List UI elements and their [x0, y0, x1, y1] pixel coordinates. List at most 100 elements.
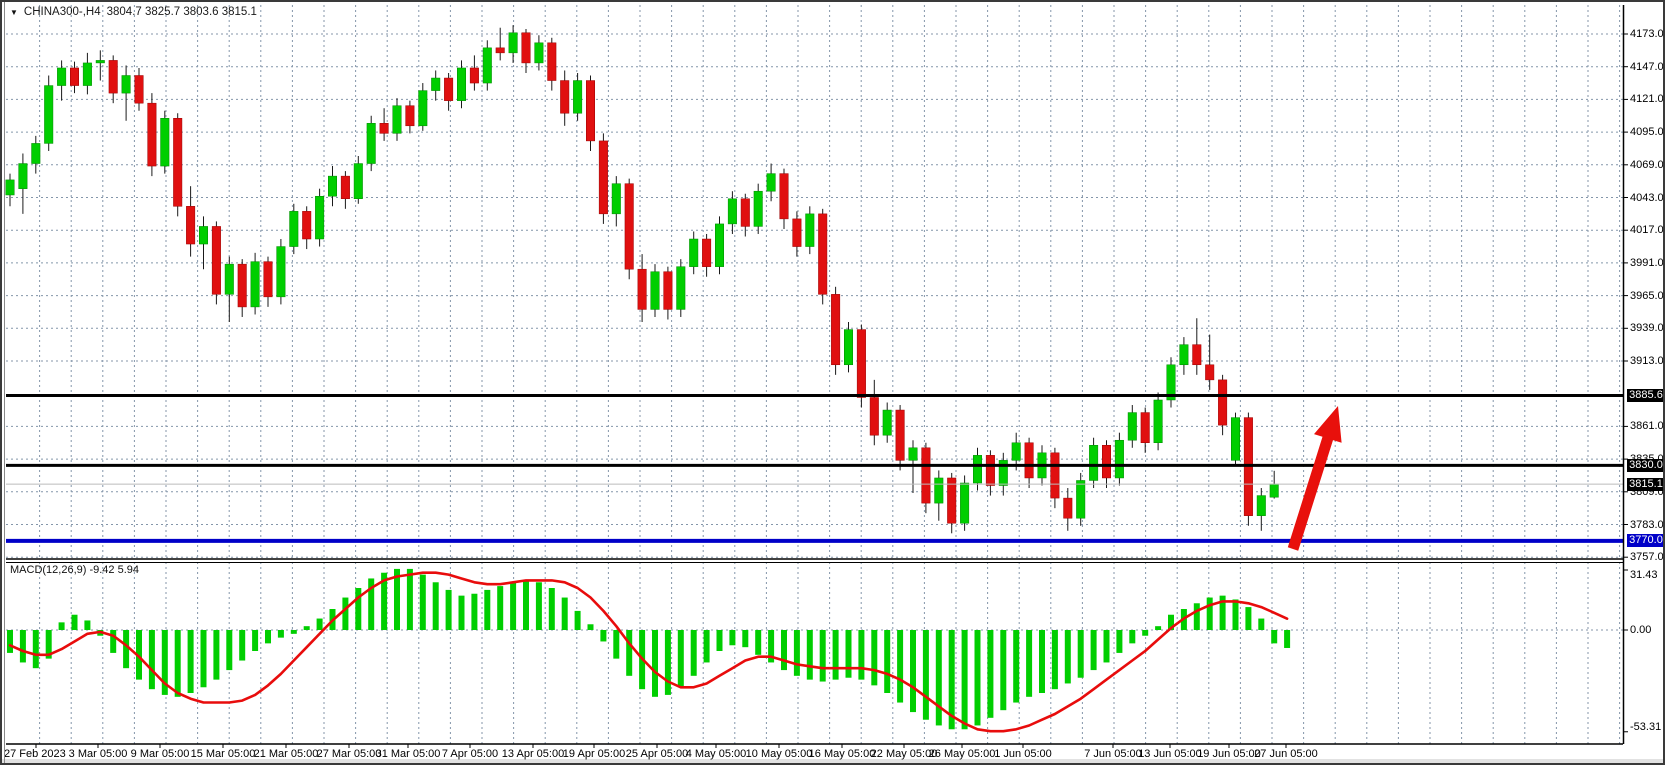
macd-histogram-bar: [406, 568, 413, 630]
bull-candle-body: [650, 271, 660, 310]
bull-candle-body: [431, 77, 441, 91]
macd-histogram-bar: [1013, 630, 1020, 703]
time-axis-label: 13 Jun 05:00: [1138, 748, 1202, 760]
bull-candle-body: [82, 62, 92, 86]
bear-candle-body: [1024, 442, 1034, 479]
macd-histogram-bar: [1258, 618, 1265, 630]
bull-candle-body: [1076, 480, 1086, 519]
macd-histogram-bar: [1193, 603, 1200, 630]
candlestick-plot-area[interactable]: [5, 25, 1279, 534]
bull-candle-body: [882, 409, 892, 436]
bear-candle-body: [263, 261, 273, 298]
bear-candle-body: [469, 67, 479, 84]
bull-candle-body: [973, 455, 982, 484]
bear-candle-body: [792, 218, 802, 247]
bull-candle-body: [805, 213, 815, 247]
time-axis-label: 19 Jun 05:00: [1197, 748, 1261, 760]
price-axis-label: 4121.0: [1630, 93, 1664, 106]
bear-candle-body: [586, 80, 595, 142]
symbol-period-label: CHINA300-,H4: [23, 6, 101, 18]
bear-candle-body: [186, 206, 196, 245]
macd-histogram-bar: [136, 630, 142, 680]
bull-candle-body: [457, 67, 466, 101]
bear-candle-body: [947, 477, 957, 524]
time-axis-label: 19 Apr 05:00: [562, 748, 626, 760]
bear-candle-body: [211, 226, 221, 295]
macd-histogram-bar: [445, 589, 452, 630]
bear-candle-body: [921, 447, 931, 504]
price-axis-label: 4095.0: [1630, 126, 1664, 139]
chart-title: ▼ CHINA300-,H4 3804.7 3825.7 3803.6 3815…: [10, 6, 257, 18]
bull-candle-body: [508, 32, 518, 54]
time-axis-label: 1 Jun 05:00: [994, 748, 1052, 760]
macd-histogram-bar: [1168, 614, 1174, 630]
macd-histogram-bar: [19, 630, 26, 663]
bear-candle-body: [598, 140, 608, 215]
bull-candle-body: [573, 80, 583, 114]
time-axis-label: 3 Mar 05:00: [68, 748, 128, 760]
macd-histogram-bar: [1026, 630, 1033, 697]
up-arrow-annotation[interactable]: [1287, 406, 1342, 551]
bull-candle-body: [1011, 442, 1021, 461]
bull-candle-body: [934, 477, 944, 504]
bull-candle-body: [418, 90, 428, 127]
macd-histogram-bar: [1232, 599, 1239, 630]
macd-histogram-bar: [1064, 630, 1071, 684]
macd-histogram-bar: [200, 630, 207, 688]
bull-candle-body: [1127, 412, 1137, 441]
macd-histogram-bar: [587, 624, 594, 630]
bear-candle-body: [1192, 344, 1202, 366]
macd-histogram-bar: [922, 630, 929, 720]
macd-histogram-bar: [1142, 630, 1149, 636]
macd-indicator-panel[interactable]: [7, 568, 1291, 733]
macd-histogram-bar: [1051, 630, 1058, 690]
macd-histogram-bar: [935, 630, 942, 726]
bull-candle-body: [1269, 483, 1279, 498]
macd-histogram-bar: [84, 620, 91, 630]
bull-candle-body: [95, 60, 105, 64]
bear-candle-body: [624, 183, 634, 270]
bull-candle-body: [160, 118, 170, 167]
macd-histogram-bar: [1155, 626, 1162, 630]
bull-candle-body: [960, 482, 970, 524]
time-axis-label: 21 Mar 05:00: [253, 748, 319, 760]
macd-histogram-bar: [1000, 630, 1007, 711]
time-axis-label: 10 May 05:00: [745, 748, 813, 760]
bear-candle-body: [1218, 379, 1228, 426]
bear-candle-body: [340, 175, 350, 200]
macd-histogram-bar: [548, 588, 555, 630]
bull-candle-body: [18, 163, 28, 189]
bear-candle-body: [1050, 452, 1060, 499]
bull-candle-body: [1153, 399, 1163, 444]
macd-histogram-bar: [600, 630, 607, 642]
symbol-dropdown-icon[interactable]: ▼: [10, 7, 18, 17]
macd-histogram-bar: [510, 582, 517, 630]
macd-histogram-bar: [123, 630, 130, 669]
macd-histogram-bar: [110, 630, 117, 653]
bull-candle-body: [44, 85, 54, 144]
macd-histogram-bar: [703, 630, 710, 663]
bull-candle-body: [250, 261, 260, 308]
macd-histogram-bar: [71, 614, 78, 630]
macd-histogram-bar: [768, 630, 775, 663]
price-axis-label: 4043.0: [1630, 191, 1664, 204]
macd-signal-line: [8, 571, 1289, 733]
up-arrow[interactable]: [1287, 406, 1342, 551]
bear-candle-body: [740, 198, 750, 227]
price-axis-label: 3757.0: [1630, 551, 1664, 564]
bear-candle-body: [1205, 364, 1215, 381]
bear-candle-body: [560, 80, 570, 114]
price-line-badge: 3770.0: [1627, 534, 1663, 548]
macd-histogram-bar: [342, 597, 349, 630]
bear-candle-body: [173, 118, 183, 207]
bull-candle-body: [715, 223, 724, 267]
macd-histogram-bar: [58, 622, 65, 630]
time-axis-label: 7 Apr 05:00: [441, 748, 499, 760]
macd-histogram-bar: [884, 630, 891, 693]
bear-candle-body: [818, 213, 828, 295]
macd-histogram-bar: [832, 630, 839, 680]
macd-histogram-bar: [729, 630, 736, 646]
bull-candle-body: [844, 329, 853, 366]
